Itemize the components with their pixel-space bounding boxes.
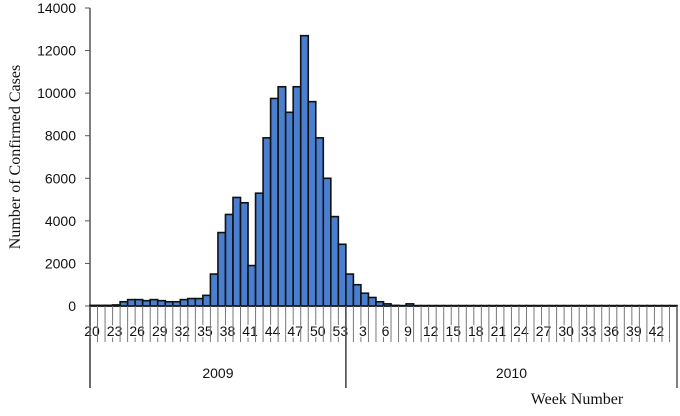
bar <box>406 304 414 306</box>
bar <box>218 233 226 306</box>
bar <box>90 305 98 306</box>
bar <box>188 299 196 306</box>
bar <box>376 302 384 306</box>
bar <box>113 305 121 306</box>
bar <box>128 300 136 306</box>
bar <box>195 299 203 306</box>
bar <box>278 87 286 306</box>
x-tick-label: 9 <box>404 323 412 339</box>
bar <box>361 293 369 306</box>
bar <box>225 214 233 306</box>
bar <box>233 197 241 306</box>
x-axis-label: Week Number <box>531 391 624 408</box>
y-tick-label: 2000 <box>45 255 76 271</box>
y-tick-label: 8000 <box>45 128 76 144</box>
bar <box>210 274 218 306</box>
bar <box>384 304 392 306</box>
bar <box>331 217 339 306</box>
bar <box>120 302 128 306</box>
bar <box>165 302 173 306</box>
bar <box>203 295 211 306</box>
group-label: 2010 <box>496 365 527 381</box>
bar <box>323 178 331 306</box>
bar <box>158 301 166 306</box>
bar <box>316 138 324 306</box>
bar <box>308 102 316 306</box>
bar <box>150 300 158 306</box>
y-tick-label: 12000 <box>37 43 76 59</box>
bar <box>241 203 249 306</box>
bar <box>353 285 361 306</box>
bar <box>173 302 181 306</box>
bar <box>248 266 256 306</box>
bar <box>180 300 188 306</box>
bar <box>301 36 309 306</box>
bar <box>143 301 151 306</box>
bar <box>286 112 294 306</box>
y-tick-label: 10000 <box>37 85 76 101</box>
bar <box>391 305 399 306</box>
bar <box>105 305 113 306</box>
x-tick-label: 3 <box>359 323 367 339</box>
bar <box>346 274 354 306</box>
group-label: 2009 <box>202 365 233 381</box>
y-tick-label: 4000 <box>45 213 76 229</box>
y-tick-label: 14000 <box>37 0 76 16</box>
bar <box>256 193 264 306</box>
bar <box>271 98 279 306</box>
bar <box>368 297 376 306</box>
y-axis-label: Number of Confirmed Cases <box>7 65 24 249</box>
bar <box>293 87 301 306</box>
bar <box>338 244 346 306</box>
bar <box>135 300 143 306</box>
x-tick-label: 6 <box>382 323 390 339</box>
bar <box>263 138 271 306</box>
bar <box>98 305 106 306</box>
y-tick-label: 0 <box>68 298 76 314</box>
y-tick-label: 6000 <box>45 170 76 186</box>
